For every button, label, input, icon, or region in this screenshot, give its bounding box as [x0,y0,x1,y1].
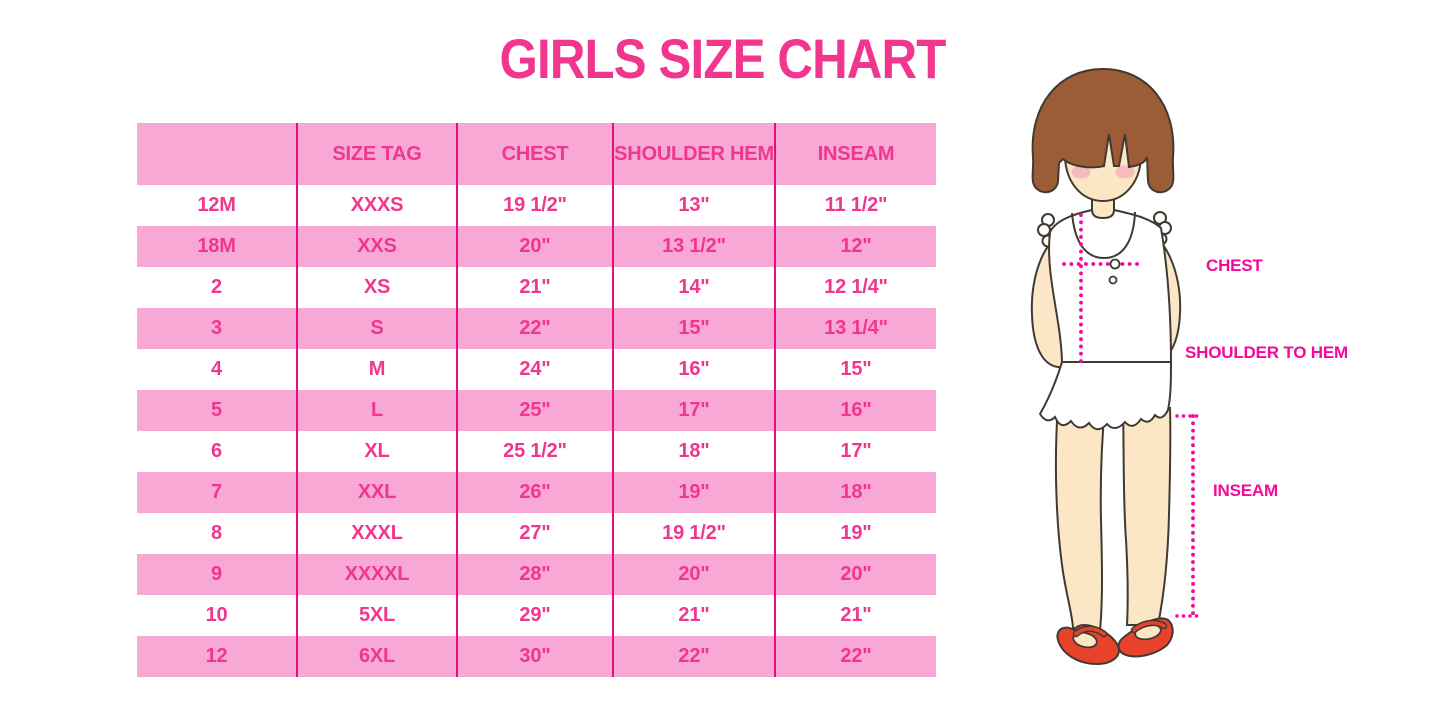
right-leg [1121,403,1172,626]
cell-inseam: 18" [774,472,936,513]
inseam-measurement-label: INSEAM [1213,481,1278,500]
cell-shoulder-hem: 16" [612,349,775,390]
cell-size-tag: XXS [296,226,457,267]
cell-size-tag: L [296,390,457,431]
cell-size-tag: XXXS [296,185,457,226]
measurement-lines [1062,213,1202,618]
cell-chest: 27" [456,513,613,554]
left-shoe-opening [1072,631,1098,649]
col-header-shoulder-hem: SHOULDER HEM [612,123,775,185]
cell-inseam: 22" [774,636,936,677]
col-header-size-tag: SIZE TAG [296,123,457,185]
girl-measurement-illustration: CHEST SHOULDER TO HEM INSEAM [1000,60,1445,723]
table-row: 8 XXXL 27" 19 1/2" 19" [137,513,936,554]
table-row: 4 M 24" 16" 15" [137,349,936,390]
chest-measurement-label: CHEST [1206,256,1263,275]
cell-chest: 22" [456,308,613,349]
table-row: 9 XXXXL 28" 20" 20" [137,554,936,595]
cell-inseam: 16" [774,390,936,431]
hair [1031,67,1175,194]
left-leg [1054,404,1107,632]
cell-size-tag: M [296,349,457,390]
shoes [1056,617,1174,666]
cell-size: 10 [205,604,228,626]
col-header-chest: CHEST [456,123,613,185]
cell-inseam: 19" [774,513,936,554]
cell-shoulder-hem: 14" [612,267,775,308]
cell-chest: 25" [456,390,613,431]
cell-inseam: 20" [774,554,936,595]
cell-shoulder-hem: 19" [612,472,775,513]
shirt-torso [1048,209,1173,363]
cell-size: 5 [211,399,222,421]
cell-size-tag: 5XL [296,595,457,636]
table-row: 10 5XL 29" 21" 21" [137,595,936,636]
page-title: GIRLS SIZE CHART [499,27,947,90]
skirt-ruffle [1038,361,1173,431]
cell-size: 18M [197,235,236,257]
cell-chest: 28" [456,554,613,595]
cell-inseam: 11 1/2" [774,185,936,226]
cell-shoulder-hem: 17" [612,390,775,431]
girls-size-table: SIZE TAG CHEST SHOULDER HEM INSEAM 12M X… [137,123,936,677]
cell-size-tag: 6XL [296,636,457,677]
cell-size: 6 [211,440,222,462]
cell-inseam: 12" [774,226,936,267]
cell-shoulder-hem: 20" [612,554,775,595]
cell-chest: 29" [456,595,613,636]
cell-shoulder-hem: 18" [612,431,775,472]
cell-chest: 21" [456,267,613,308]
cell-shoulder-hem: 19 1/2" [612,513,775,554]
cell-inseam: 12 1/4" [774,267,936,308]
cell-chest: 25 1/2" [456,431,613,472]
table-row: 12M XXXS 19 1/2" 13" 11 1/2" [137,185,936,226]
girl-illustration-svg [1030,67,1202,666]
cell-size: 9 [211,563,222,585]
cell-inseam: 17" [774,431,936,472]
neckline-seam [1071,211,1136,260]
col-header-inseam: INSEAM [774,123,936,185]
cell-shoulder-hem: 22" [612,636,775,677]
shirt-buttons [1108,258,1121,285]
table-row: 12 6XL 30" 22" 22" [137,636,936,677]
cell-inseam: 21" [774,595,936,636]
cell-size: 12 [205,645,228,667]
table-row: 5 L 25" 17" 16" [137,390,936,431]
table-row: 7 XXL 26" 19" 18" [137,472,936,513]
header-row: SIZE TAG CHEST SHOULDER HEM INSEAM [137,123,936,185]
cell-chest: 30" [456,636,613,677]
cell-size: 2 [211,276,222,298]
cell-shoulder-hem: 15" [612,308,775,349]
shoulder-to-hem-measurement-label: SHOULDER TO HEM [1185,343,1348,362]
cell-inseam: 15" [774,349,936,390]
cell-shoulder-hem: 13 1/2" [612,226,775,267]
cell-size: 4 [211,358,222,380]
cell-size-tag: XXXXL [296,554,457,595]
cell-chest: 19 1/2" [456,185,613,226]
cell-size: 7 [211,481,222,503]
table-row: 18M XXS 20" 13 1/2" 12" [137,226,936,267]
cell-size: 12M [197,194,236,216]
cell-size-tag: S [296,308,457,349]
cell-size-tag: XXXL [296,513,457,554]
cell-size-tag: XL [296,431,457,472]
blush [1071,165,1135,179]
cell-chest: 20" [456,226,613,267]
col-header-blank [137,123,297,185]
cell-size: 3 [211,317,222,339]
cell-size: 8 [211,522,222,544]
cell-shoulder-hem: 13" [612,185,775,226]
table-row: 3 S 22" 15" 13 1/4" [137,308,936,349]
cell-shoulder-hem: 21" [612,595,775,636]
cell-size-tag: XXL [296,472,457,513]
cell-chest: 26" [456,472,613,513]
cell-inseam: 13 1/4" [774,308,936,349]
cell-size-tag: XS [296,267,457,308]
cell-chest: 24" [456,349,613,390]
table-row: 2 XS 21" 14" 12 1/4" [137,267,936,308]
table-row: 6 XL 25 1/2" 18" 17" [137,431,936,472]
